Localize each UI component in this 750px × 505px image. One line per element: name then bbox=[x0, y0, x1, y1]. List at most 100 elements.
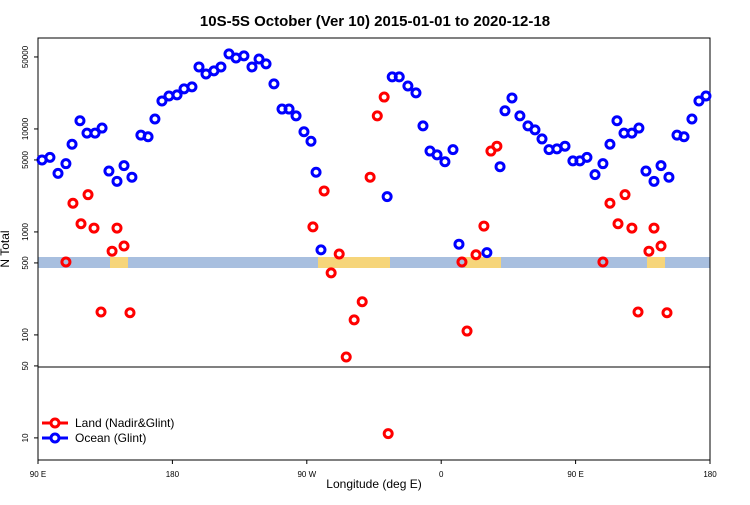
data-point bbox=[597, 256, 609, 268]
legend-marker bbox=[49, 432, 61, 444]
data-point bbox=[431, 149, 443, 161]
data-point bbox=[633, 122, 645, 134]
data-point bbox=[581, 151, 593, 163]
x-tick-label: 90 E bbox=[30, 470, 46, 479]
data-point bbox=[604, 197, 616, 209]
data-point bbox=[686, 113, 698, 125]
x-axis-label: Longitude (deg E) bbox=[326, 477, 421, 491]
data-point bbox=[417, 120, 429, 132]
data-point bbox=[453, 238, 465, 250]
y-tick-label: 50 bbox=[21, 361, 30, 370]
map-band bbox=[38, 257, 710, 268]
data-point bbox=[640, 165, 652, 177]
data-point bbox=[494, 161, 506, 173]
data-point bbox=[260, 58, 272, 70]
data-point bbox=[67, 197, 79, 209]
data-point bbox=[393, 71, 405, 83]
data-point bbox=[305, 135, 317, 147]
data-point bbox=[619, 189, 631, 201]
legend: Land (Nadir&Glint)Ocean (Glint) bbox=[42, 416, 174, 445]
data-point bbox=[612, 218, 624, 230]
data-point bbox=[118, 240, 130, 252]
data-point bbox=[514, 110, 526, 122]
data-point bbox=[106, 245, 118, 257]
data-point bbox=[700, 90, 712, 102]
data-point bbox=[661, 307, 673, 319]
y-tick-label: 100 bbox=[21, 328, 30, 342]
y-tick-label: 5000 bbox=[21, 150, 30, 168]
data-point bbox=[82, 189, 94, 201]
data-point bbox=[283, 103, 295, 115]
data-point bbox=[325, 267, 337, 279]
data-point bbox=[340, 351, 352, 363]
data-point bbox=[678, 131, 690, 143]
data-point bbox=[74, 115, 86, 127]
data-point bbox=[559, 140, 571, 152]
data-point bbox=[348, 314, 360, 326]
data-point bbox=[44, 151, 56, 163]
legend-label: Ocean (Glint) bbox=[75, 431, 146, 445]
data-point bbox=[478, 220, 490, 232]
x-tick-label: 90 E bbox=[567, 470, 583, 479]
land-patch bbox=[318, 257, 390, 268]
land-patch bbox=[110, 257, 128, 268]
data-point bbox=[648, 222, 660, 234]
y-tick-label: 1000 bbox=[21, 222, 30, 240]
data-point bbox=[253, 53, 265, 65]
data-point bbox=[626, 127, 638, 139]
data-point bbox=[693, 95, 705, 107]
data-point bbox=[315, 244, 327, 256]
data-point bbox=[648, 175, 660, 187]
data-point bbox=[126, 171, 138, 183]
data-point bbox=[333, 248, 345, 260]
data-point bbox=[626, 222, 638, 234]
data-point bbox=[215, 61, 227, 73]
data-point bbox=[142, 131, 154, 143]
data-point bbox=[456, 256, 468, 268]
data-point bbox=[310, 166, 322, 178]
marks bbox=[36, 48, 712, 440]
data-point bbox=[193, 61, 205, 73]
y-tick-label: 50000 bbox=[21, 45, 30, 68]
data-point bbox=[111, 175, 123, 187]
data-point bbox=[238, 50, 250, 62]
data-point bbox=[60, 256, 72, 268]
data-point bbox=[506, 92, 518, 104]
data-point bbox=[402, 80, 414, 92]
data-point bbox=[149, 113, 161, 125]
y-axis-label: N Total bbox=[0, 230, 12, 267]
data-point bbox=[461, 325, 473, 337]
data-point bbox=[156, 95, 168, 107]
data-point bbox=[118, 160, 130, 172]
data-point bbox=[246, 61, 258, 73]
data-point bbox=[499, 105, 511, 117]
data-point bbox=[186, 81, 198, 93]
land-patch bbox=[465, 257, 501, 268]
data-point bbox=[536, 133, 548, 145]
data-point bbox=[88, 222, 100, 234]
data-point bbox=[124, 307, 136, 319]
y-tick-label: 500 bbox=[21, 256, 30, 270]
x-tick-label: 180 bbox=[166, 470, 180, 479]
data-point bbox=[96, 122, 108, 134]
data-point bbox=[378, 91, 390, 103]
data-point bbox=[604, 138, 616, 150]
data-point bbox=[589, 169, 601, 181]
legend-label: Land (Nadir&Glint) bbox=[75, 416, 174, 430]
data-point bbox=[103, 165, 115, 177]
data-point bbox=[318, 185, 330, 197]
data-point bbox=[481, 247, 493, 259]
x-tick-label: 0 bbox=[439, 470, 444, 479]
data-point bbox=[60, 158, 72, 170]
data-point bbox=[52, 167, 64, 179]
data-point bbox=[290, 110, 302, 122]
data-point bbox=[611, 115, 623, 127]
data-point bbox=[663, 171, 675, 183]
data-point bbox=[470, 249, 482, 261]
data-point bbox=[439, 156, 451, 168]
data-point bbox=[356, 296, 368, 308]
data-point bbox=[655, 240, 667, 252]
data-point bbox=[95, 306, 107, 318]
x-tick-label: 90 W bbox=[297, 470, 316, 479]
